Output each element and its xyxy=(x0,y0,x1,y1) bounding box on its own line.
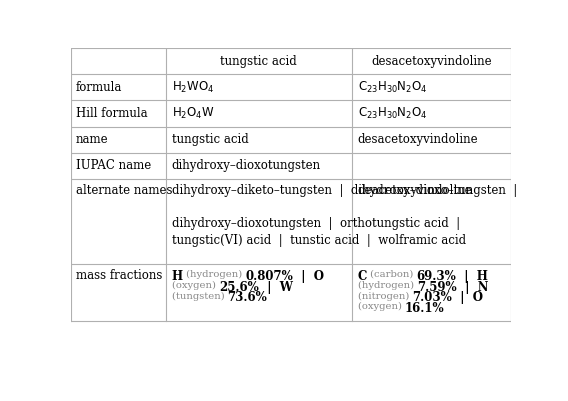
Text: deacetoxyvindoline: deacetoxyvindoline xyxy=(358,184,473,197)
Text: dihydroxy–dioxotungsten: dihydroxy–dioxotungsten xyxy=(172,160,321,172)
Text: IUPAC name: IUPAC name xyxy=(76,160,151,172)
Text: 0.807%: 0.807% xyxy=(245,270,293,283)
Text: $\mathrm{H}_{2}\mathrm{WO}_{4}$: $\mathrm{H}_{2}\mathrm{WO}_{4}$ xyxy=(172,80,214,95)
Text: |  W: | W xyxy=(258,281,293,294)
Text: desacetoxyvindoline: desacetoxyvindoline xyxy=(358,133,478,146)
Text: (hydrogen): (hydrogen) xyxy=(358,281,417,290)
Text: $\mathrm{H}_{2}\mathrm{O}_{4}\mathrm{W}$: $\mathrm{H}_{2}\mathrm{O}_{4}\mathrm{W}$ xyxy=(172,106,215,121)
Text: alternate names: alternate names xyxy=(76,184,172,197)
Text: H: H xyxy=(172,270,183,283)
Text: Hill formula: Hill formula xyxy=(76,107,147,120)
Text: $\mathrm{C}_{23}\mathrm{H}_{30}\mathrm{N}_{2}\mathrm{O}_{4}$: $\mathrm{C}_{23}\mathrm{H}_{30}\mathrm{N… xyxy=(358,106,427,121)
Text: tungstic acid: tungstic acid xyxy=(220,55,297,68)
Text: mass fractions: mass fractions xyxy=(76,269,162,282)
Text: |  H: | H xyxy=(456,270,488,283)
Text: 25.6%: 25.6% xyxy=(219,281,258,294)
Text: 7.03%: 7.03% xyxy=(412,292,452,304)
Text: |  N: | N xyxy=(457,281,488,294)
Text: (nitrogen): (nitrogen) xyxy=(358,292,412,301)
Text: tungstic acid: tungstic acid xyxy=(172,133,249,146)
Text: name: name xyxy=(76,133,108,146)
Text: 73.6%: 73.6% xyxy=(228,292,268,304)
Text: (oxygen): (oxygen) xyxy=(358,302,405,311)
Text: 69.3%: 69.3% xyxy=(416,270,456,283)
Text: |  O: | O xyxy=(452,292,483,304)
Text: $\mathrm{C}_{23}\mathrm{H}_{30}\mathrm{N}_{2}\mathrm{O}_{4}$: $\mathrm{C}_{23}\mathrm{H}_{30}\mathrm{N… xyxy=(358,80,427,95)
Text: (oxygen): (oxygen) xyxy=(172,281,219,290)
Text: 7.59%: 7.59% xyxy=(417,281,457,294)
Text: |  O: | O xyxy=(293,270,324,283)
Text: dihydroxy–diketo–tungsten  |  dihydroxy–dioxo–tungsten  |

dihydroxy–dioxotungst: dihydroxy–diketo–tungsten | dihydroxy–di… xyxy=(172,184,517,247)
Text: (tungsten): (tungsten) xyxy=(172,292,228,301)
Text: 16.1%: 16.1% xyxy=(405,302,445,315)
Text: C: C xyxy=(358,270,367,283)
Text: desacetoxyvindoline: desacetoxyvindoline xyxy=(371,55,492,68)
Text: (hydrogen): (hydrogen) xyxy=(183,270,245,279)
Text: formula: formula xyxy=(76,81,122,94)
Text: (carbon): (carbon) xyxy=(367,270,416,279)
